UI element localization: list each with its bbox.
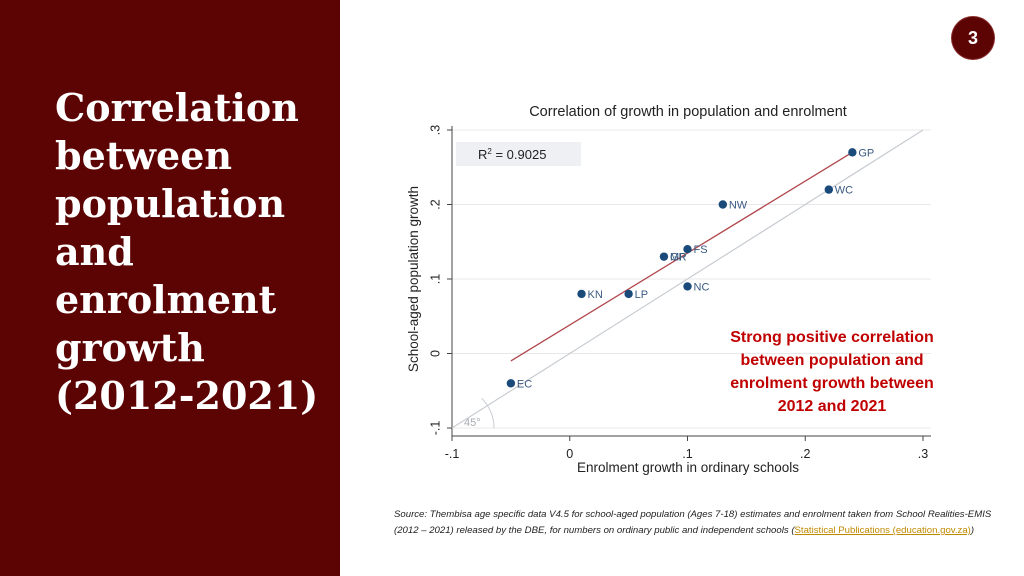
x-axis-label: Enrolment growth in ordinary schools xyxy=(577,460,799,475)
x-tick-label: -.1 xyxy=(445,447,460,461)
data-point xyxy=(848,148,857,157)
data-point xyxy=(577,289,586,299)
point-label: KN xyxy=(588,289,603,301)
r-squared-background xyxy=(456,142,581,166)
slide-title: Correlation between population and enrol… xyxy=(55,85,319,418)
data-point xyxy=(506,379,516,388)
source-note: Source: Thembisa age specific data V4.5 … xyxy=(394,507,994,539)
x-tick-label: 0 xyxy=(566,447,573,461)
point-label: WC xyxy=(835,185,853,197)
source-closing: ) xyxy=(970,525,975,536)
point-label: NW xyxy=(729,200,748,212)
point-label: NC xyxy=(694,281,710,293)
y-tick-label: 0 xyxy=(428,350,442,357)
axes: -.1 0 .1 .2 .3 -.1 0 .1 .2 .3 xyxy=(428,125,931,461)
fit-line xyxy=(510,151,853,362)
data-point xyxy=(624,289,633,299)
left-panel: Correlation between population and enrol… xyxy=(0,0,340,576)
data-point xyxy=(683,282,692,291)
x-tick-label: .3 xyxy=(918,447,928,461)
data-point xyxy=(718,200,728,209)
r-squared-superscript: 2 xyxy=(487,147,492,156)
gridlines xyxy=(452,129,931,429)
data-point xyxy=(659,252,669,261)
point-label: FS xyxy=(694,244,708,256)
y-tick-label: -.1 xyxy=(428,421,442,436)
data-point xyxy=(824,185,833,194)
chart-title: Correlation of growth in population and … xyxy=(529,104,847,120)
point-label: GR xyxy=(670,252,687,264)
y-tick-label: .1 xyxy=(428,274,442,284)
point-label: MP xyxy=(670,252,687,264)
reference-45-degree-line xyxy=(451,129,924,429)
x-tick-label: .1 xyxy=(682,447,692,461)
r-squared-symbol: R xyxy=(478,147,487,162)
source-text: Source: Thembisa age specific data V4.5 … xyxy=(394,509,992,536)
y-tick-label: .2 xyxy=(428,199,442,209)
point-label: EC xyxy=(517,378,532,390)
r-squared-value: = 0.9025 xyxy=(492,147,547,162)
point-label: LP xyxy=(635,289,648,301)
angle-label: 45° xyxy=(464,417,481,429)
svg-text:R2 = 0.9025: R2 = 0.9025 xyxy=(478,147,546,162)
y-tick-label: .3 xyxy=(428,125,442,135)
y-axis-label: School-aged population growth xyxy=(406,186,421,372)
x-tick-label: .2 xyxy=(800,447,810,461)
lines: 45° xyxy=(451,129,924,429)
page-number-badge: 3 xyxy=(952,17,994,59)
correlation-annotation: Strong positive correlation between popu… xyxy=(730,329,934,415)
angle-arc xyxy=(481,397,495,429)
r-squared-box: R2 = 0.9025 xyxy=(456,142,581,166)
data-point xyxy=(683,245,692,254)
source-link[interactable]: Statistical Publications (education.gov.… xyxy=(794,525,971,536)
point-label: GP xyxy=(858,147,874,159)
